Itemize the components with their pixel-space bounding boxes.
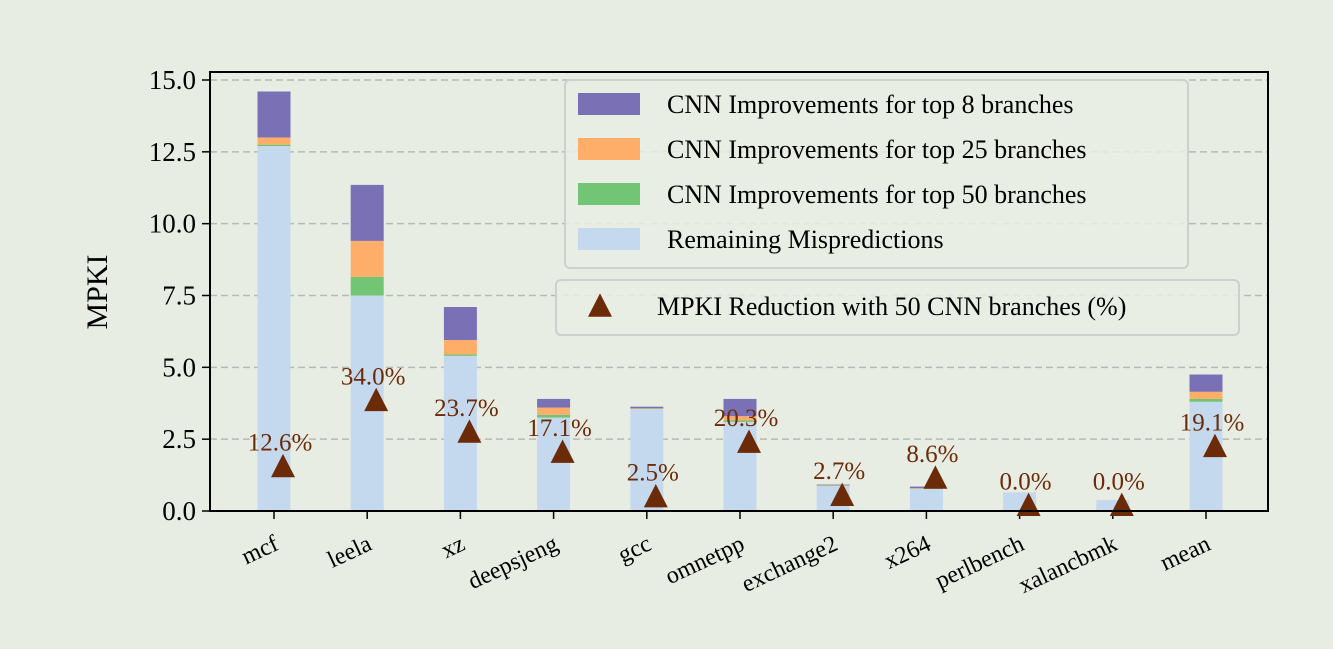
bar-segment [723,416,757,421]
bar-segment [443,354,477,356]
bar-segment [537,398,571,408]
legend-marker [588,293,612,317]
bar-segment [443,306,477,341]
y-tick-label: 0.0 [162,496,196,526]
reduction-marker [923,465,948,489]
bar-segment [257,144,291,147]
reduction-marker [1203,433,1227,458]
x-tick-label: gcc [614,531,655,569]
reduction-label: 17.1% [527,415,592,442]
x-tick-label: leela [324,531,376,574]
reduction-label: 0.0% [1000,468,1052,495]
x-tick-label: omnetpp [661,531,748,590]
legend-label: Remaining Mispredictions [667,225,944,254]
x-tick-label: xalancbmk [1015,531,1121,599]
reduction-label: 34.0% [341,363,406,390]
reduction-marker [830,482,855,506]
legend-swatch [578,228,640,250]
bar-segment [537,417,571,511]
bar-segment [909,488,943,511]
bar-segment [1189,391,1223,399]
bar-segment [723,398,757,417]
reduction-label: 23.7% [434,395,499,422]
plot-frame [209,71,1269,512]
reduction-label: 0.0% [1093,468,1145,495]
y-axis-title: MPKI [81,254,114,329]
reduction-marker [457,419,482,443]
x-tick-label: mean [1156,531,1214,577]
bar-segment [630,408,664,409]
legend-box [564,79,1189,269]
y-tick-label: 2.5 [162,424,196,454]
bar-segment [257,137,291,145]
y-tick-label: 10.0 [149,209,196,239]
reduction-marker [550,439,575,463]
x-tick-label: deepsjeng [464,531,562,595]
reduction-marker [271,453,295,478]
legend-swatch [578,183,640,205]
reduction-label: 2.5% [627,460,679,487]
y-tick-label: 5.0 [162,352,196,382]
reduction-label: 20.3% [714,405,779,432]
reduction-marker [737,429,761,453]
x-tick-label: perlbench [931,531,1028,595]
bar-segment [257,91,291,138]
reduction-label: 8.6% [906,441,958,468]
bar-segment [630,408,664,409]
bar-segment [257,146,291,511]
y-tick-label: 7.5 [162,281,196,311]
bar-segment [1189,398,1223,402]
legend-label: CNN Improvements for top 25 branches [667,135,1087,164]
bar-segment [816,485,850,486]
x-tick-label: mcf [238,531,283,570]
y-tick-label: 15.0 [149,65,196,95]
legend-swatch [578,93,640,115]
bar-segment [443,340,477,355]
reduction-label: 12.6% [248,429,313,456]
bar-segment [350,276,384,296]
bar-segment [816,484,850,486]
bar-segment [630,406,664,409]
legend-label: CNN Improvements for top 8 branches [667,90,1074,119]
legend-label: CNN Improvements for top 50 branches [667,180,1087,209]
reduction-marker [643,484,668,508]
x-tick-label: exchange2 [738,531,842,598]
bar-segment [1096,500,1130,511]
bar-segment [1189,374,1223,392]
reduction-label: 19.1% [1180,409,1245,436]
x-tick-label: x264 [880,531,934,575]
bar-segment [350,184,384,241]
reduction-marker [364,387,389,412]
bar-segment [537,414,571,418]
y-tick-label: 12.5 [149,137,196,167]
legend-box-reduction [555,279,1240,336]
reduction-label: 2.7% [813,458,865,485]
bar-segment [723,420,757,422]
legend-swatch [578,138,640,160]
bar-segment [816,485,850,486]
x-tick-label: xz [437,531,469,564]
bar-segment [537,407,571,415]
legend-label-reduction: MPKI Reduction with 50 CNN branches (%) [657,292,1126,321]
bar-segment [350,240,384,277]
